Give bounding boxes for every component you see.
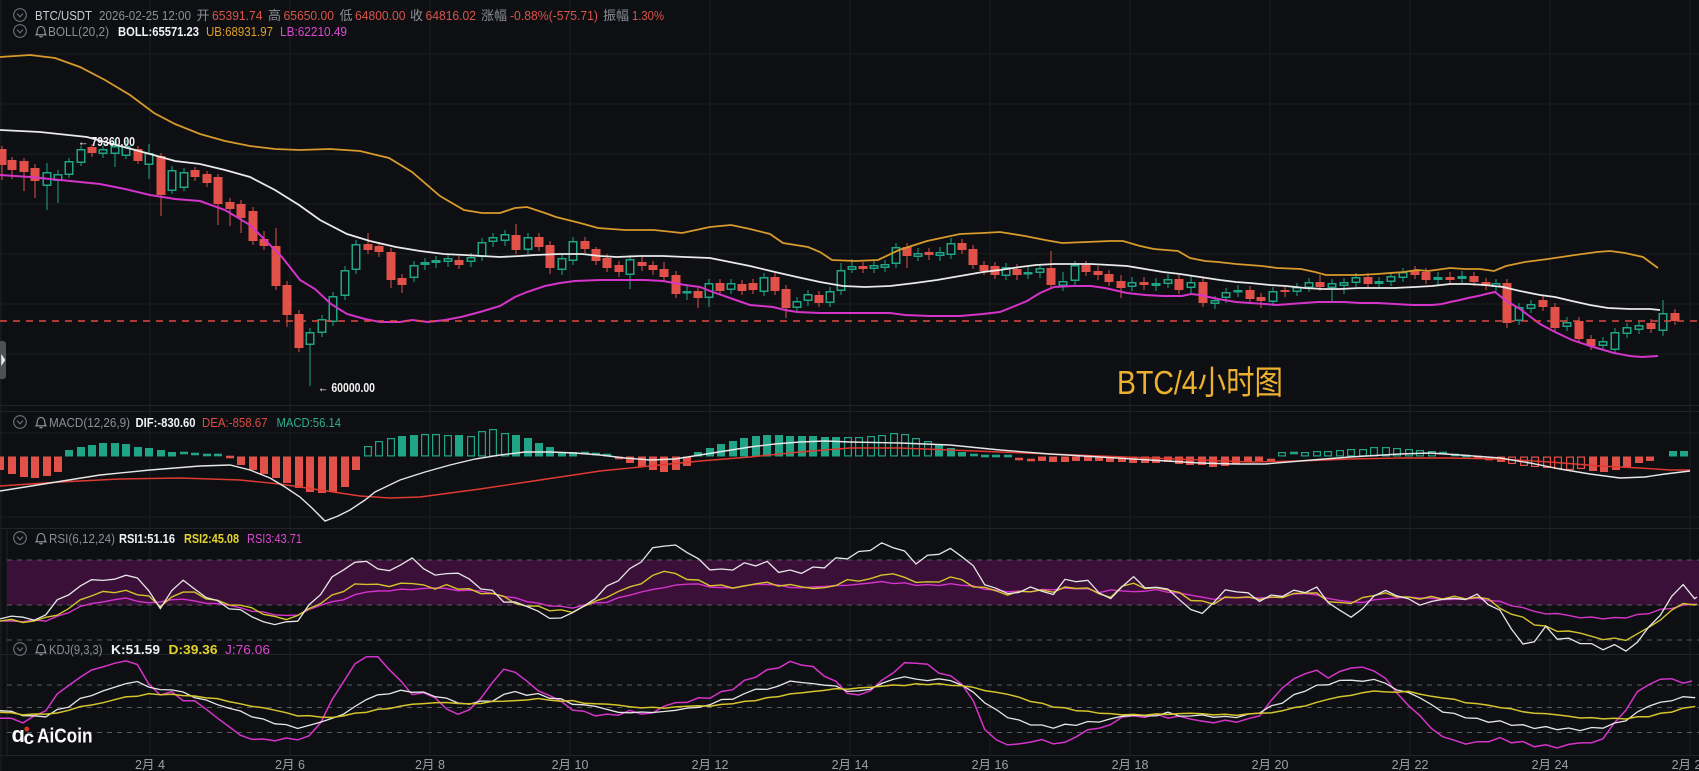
- svg-text:振幅: 振幅: [603, 8, 629, 23]
- svg-text:开: 开: [197, 8, 210, 23]
- svg-text:64816.02: 64816.02: [426, 8, 477, 23]
- svg-text:MACD:56.14: MACD:56.14: [277, 415, 342, 430]
- svg-text:DEA:-858.67: DEA:-858.67: [202, 415, 268, 430]
- svg-text:← 79360.00: ← 79360.00: [78, 134, 135, 149]
- svg-text:BOLL(20,2): BOLL(20,2): [48, 24, 109, 39]
- svg-text:-0.88%(-575.71): -0.88%(-575.71): [510, 8, 598, 23]
- svg-text:BOLL:65571.23: BOLL:65571.23: [118, 24, 199, 39]
- svg-text:BTC/4小时图: BTC/4小时图: [1117, 364, 1283, 401]
- svg-text:← 60000.00: ← 60000.00: [318, 380, 375, 395]
- svg-text:K:51.59: K:51.59: [111, 642, 160, 657]
- svg-text:收: 收: [410, 8, 423, 23]
- svg-text:LB:62210.49: LB:62210.49: [280, 24, 347, 39]
- svg-text:2月 14: 2月 14: [832, 758, 869, 771]
- svg-text:KDJ(9,3,3): KDJ(9,3,3): [49, 642, 103, 657]
- svg-text:D:39.36: D:39.36: [169, 642, 218, 657]
- svg-text:2月 8: 2月 8: [415, 758, 445, 771]
- svg-text:2月 16: 2月 16: [972, 758, 1009, 771]
- svg-text:DIF:-830.60: DIF:-830.60: [136, 415, 196, 430]
- svg-text:2月 26: 2月 26: [1672, 758, 1699, 771]
- svg-text:高: 高: [268, 8, 281, 23]
- svg-text:ϲ: ϲ: [24, 728, 35, 749]
- svg-text:AiCoin: AiCoin: [37, 726, 93, 748]
- svg-text:RSI2:45.08: RSI2:45.08: [184, 531, 239, 546]
- svg-text:2026-02-25 12:00: 2026-02-25 12:00: [99, 8, 191, 23]
- svg-text:RSI1:51.16: RSI1:51.16: [119, 531, 175, 546]
- svg-text:2月 18: 2月 18: [1112, 758, 1149, 771]
- svg-text:2月 24: 2月 24: [1532, 758, 1569, 771]
- svg-text:2月 4: 2月 4: [135, 758, 165, 771]
- svg-text:2月 12: 2月 12: [692, 758, 729, 771]
- svg-text:UB:68931.97: UB:68931.97: [206, 24, 273, 39]
- svg-text:65391.74: 65391.74: [212, 8, 263, 23]
- svg-text:RSI3:43.71: RSI3:43.71: [247, 531, 302, 546]
- svg-text:BTC/USDT: BTC/USDT: [35, 8, 92, 23]
- svg-text:2月 10: 2月 10: [552, 758, 589, 771]
- svg-text:65650.00: 65650.00: [284, 8, 335, 23]
- svg-text:ɑ: ɑ: [12, 722, 25, 747]
- svg-text:2月 22: 2月 22: [1392, 758, 1429, 771]
- svg-text:64800.00: 64800.00: [355, 8, 406, 23]
- svg-text:2月 20: 2月 20: [1252, 758, 1289, 771]
- svg-text:涨幅: 涨幅: [481, 8, 507, 23]
- svg-text:J:76.06: J:76.06: [225, 642, 270, 657]
- svg-text:低: 低: [340, 8, 353, 23]
- svg-text:2月 6: 2月 6: [275, 758, 305, 771]
- svg-text:RSI(6,12,24): RSI(6,12,24): [49, 531, 115, 546]
- svg-text:MACD(12,26,9): MACD(12,26,9): [49, 415, 130, 430]
- svg-text:1.30%: 1.30%: [632, 8, 664, 23]
